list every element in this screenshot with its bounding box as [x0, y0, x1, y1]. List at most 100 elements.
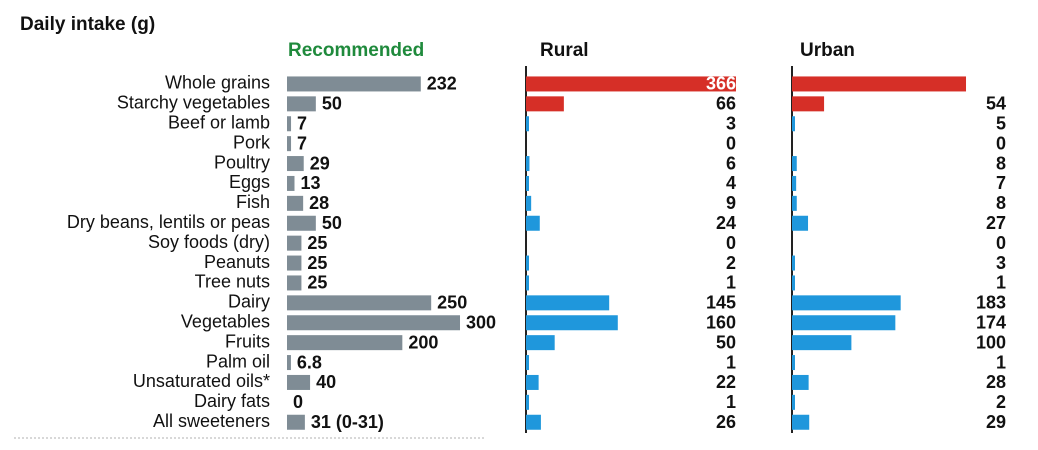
rural-bar-vegetables	[526, 315, 618, 331]
urban-bar-dairy-fats	[792, 394, 795, 410]
rural-bar-unsaturated-oils	[526, 374, 539, 390]
recommended-value-label-tree-nuts: 25	[307, 273, 327, 293]
urban-value-label-pork: 0	[996, 133, 1006, 153]
urban-column-title: Urban	[800, 40, 855, 61]
rural-value-label-beef-or-lamb: 3	[726, 114, 736, 134]
category-label-palm-oil: Palm oil	[206, 351, 270, 371]
urban-bar-fruits	[792, 335, 852, 351]
urban-bar-tree-nuts	[792, 275, 795, 291]
category-label-fruits: Fruits	[225, 331, 270, 351]
category-label-whole-grains: Whole grains	[165, 73, 270, 93]
category-label-starchy-vegetables: Starchy vegetables	[117, 93, 270, 113]
recommended-bar-vegetables	[287, 315, 461, 331]
recommended-bar-dairy	[287, 295, 432, 311]
rural-bar-peanuts	[526, 255, 529, 271]
rural-bar-palm-oil	[526, 355, 529, 371]
rural-value-label-eggs: 4	[726, 173, 736, 193]
category-label-dry-beans-lentils-or-peas: Dry beans, lentils or peas	[67, 212, 270, 232]
rural-value-label-vegetables: 160	[706, 313, 736, 333]
rural-value-label-soy-foods-dry: 0	[726, 233, 736, 253]
category-label-beef-or-lamb: Beef or lamb	[168, 113, 270, 133]
urban-bar-dry-beans-lentils-or-peas	[792, 215, 809, 231]
rural-bar-eggs	[526, 175, 529, 191]
recommended-value-label-dairy: 250	[437, 293, 467, 313]
rural-bar-dairy-fats	[526, 394, 529, 410]
urban-bar-dairy	[792, 295, 901, 311]
urban-bar-unsaturated-oils	[792, 374, 809, 390]
rural-value-label-unsaturated-oils: 22	[716, 372, 736, 392]
recommended-value-label-poultry: 29	[310, 153, 330, 173]
rural-bar-tree-nuts	[526, 275, 529, 291]
recommended-value-label-dairy-fats: 0	[293, 392, 303, 412]
urban-value-label-dairy-fats: 2	[996, 392, 1006, 412]
recommended-bar-palm-oil	[287, 355, 291, 371]
recommended-value-label-palm-oil: 6.8	[297, 352, 322, 372]
recommended-bar-tree-nuts	[287, 275, 302, 291]
category-label-soy-foods-dry: Soy foods (dry)	[148, 232, 270, 252]
urban-value-label-fish: 8	[996, 193, 1006, 213]
category-label-fish: Fish	[236, 192, 270, 212]
rural-bar-fruits	[526, 335, 555, 351]
recommended-value-label-fish: 28	[309, 193, 329, 213]
recommended-bar-unsaturated-oils	[287, 374, 311, 390]
urban-value-label-vegetables: 174	[976, 313, 1006, 333]
urban-value-label-starchy-vegetables: 54	[986, 94, 1006, 114]
rural-bar-fish	[526, 195, 532, 211]
rural-bar-poultry	[526, 156, 530, 172]
rural-value-label-all-sweeteners: 26	[716, 412, 736, 432]
recommended-value-label-peanuts: 25	[307, 253, 327, 273]
recommended-bar-beef-or-lamb	[287, 116, 292, 132]
urban-bar-eggs	[792, 175, 797, 191]
rural-value-label-dry-beans-lentils-or-peas: 24	[716, 213, 736, 233]
recommended-bar-peanuts	[287, 255, 302, 271]
urban-bar-peanuts	[792, 255, 795, 271]
category-label-poultry: Poultry	[214, 152, 270, 172]
recommended-bar-eggs	[287, 175, 295, 191]
urban-value-label-whole-grains: 293	[976, 74, 1006, 94]
urban-value-label-poultry: 8	[996, 153, 1006, 173]
recommended-value-label-starchy-vegetables: 50	[322, 94, 342, 114]
category-label-dairy-fats: Dairy fats	[194, 391, 270, 411]
category-label-eggs: Eggs	[229, 172, 270, 192]
rural-bar-beef-or-lamb	[526, 116, 529, 132]
rural-value-label-whole-grains: 366	[706, 74, 736, 94]
urban-value-label-eggs: 7	[996, 173, 1006, 193]
recommended-column-title: Recommended	[288, 40, 425, 61]
urban-bar-beef-or-lamb	[792, 116, 795, 132]
rural-value-label-palm-oil: 1	[726, 352, 736, 372]
recommended-value-label-whole-grains: 232	[427, 74, 457, 94]
recommended-bar-all-sweeteners	[287, 414, 305, 430]
rural-bar-all-sweeteners	[526, 414, 541, 430]
category-label-all-sweeteners: All sweeteners	[153, 411, 270, 431]
recommended-value-label-vegetables: 300	[466, 313, 496, 333]
urban-bar-starchy-vegetables	[792, 96, 825, 112]
urban-bar-all-sweeteners	[792, 414, 810, 430]
recommended-bar-dry-beans-lentils-or-peas	[287, 215, 316, 231]
urban-value-label-dry-beans-lentils-or-peas: 27	[986, 213, 1006, 233]
urban-bar-poultry	[792, 156, 797, 172]
category-label-dairy: Dairy	[228, 292, 270, 312]
rural-value-label-dairy: 145	[706, 293, 736, 313]
urban-value-label-beef-or-lamb: 5	[996, 114, 1006, 134]
urban-bar-whole-grains	[792, 76, 967, 92]
rural-value-label-dairy-fats: 1	[726, 392, 736, 412]
rural-value-label-pork: 0	[726, 133, 736, 153]
rural-value-label-fruits: 50	[716, 332, 736, 352]
recommended-value-label-eggs: 13	[300, 173, 320, 193]
urban-value-label-tree-nuts: 1	[996, 273, 1006, 293]
recommended-value-label-beef-or-lamb: 7	[297, 114, 307, 134]
rural-bar-starchy-vegetables	[526, 96, 564, 112]
category-label-vegetables: Vegetables	[181, 312, 270, 332]
urban-bar-fish	[792, 195, 797, 211]
bottom-divider	[14, 437, 484, 439]
category-label-unsaturated-oils: Unsaturated oils*	[133, 371, 270, 391]
urban-value-label-unsaturated-oils: 28	[986, 372, 1006, 392]
rural-bar-whole-grains	[526, 76, 736, 92]
chart-title: Daily intake (g)	[20, 14, 156, 35]
rural-value-label-fish: 9	[726, 193, 736, 213]
recommended-bar-starchy-vegetables	[287, 96, 316, 112]
urban-value-label-palm-oil: 1	[996, 352, 1006, 372]
recommended-value-label-pork: 7	[297, 133, 307, 153]
